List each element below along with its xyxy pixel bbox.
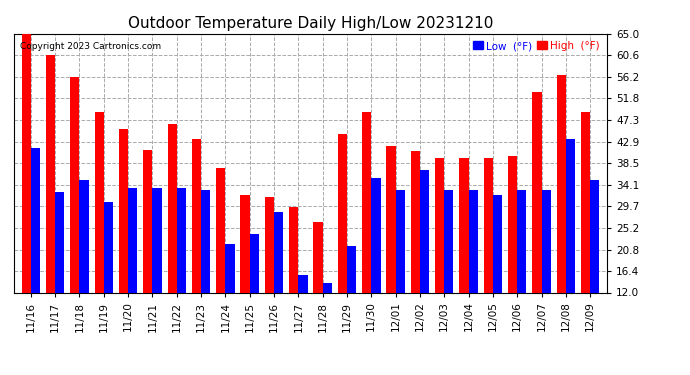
Bar — [435, 158, 444, 292]
Bar — [532, 92, 542, 292]
Bar — [347, 246, 356, 292]
Bar — [581, 112, 590, 292]
Bar — [128, 188, 137, 292]
Bar — [323, 283, 332, 292]
Bar — [298, 275, 308, 292]
Bar — [420, 171, 429, 292]
Bar — [46, 55, 55, 292]
Bar — [274, 212, 284, 292]
Bar — [201, 190, 210, 292]
Text: Copyright 2023 Cartronics.com: Copyright 2023 Cartronics.com — [20, 42, 161, 51]
Bar — [31, 148, 40, 292]
Bar — [177, 188, 186, 292]
Bar — [226, 244, 235, 292]
Bar — [566, 139, 575, 292]
Bar — [386, 146, 395, 292]
Bar — [70, 77, 79, 292]
Bar — [362, 112, 371, 292]
Bar — [79, 180, 89, 292]
Title: Outdoor Temperature Daily High/Low 20231210: Outdoor Temperature Daily High/Low 20231… — [128, 16, 493, 31]
Bar — [21, 34, 31, 292]
Bar — [460, 158, 469, 292]
Bar — [313, 222, 323, 292]
Bar — [371, 178, 381, 292]
Bar — [444, 190, 453, 292]
Bar — [590, 180, 600, 292]
Bar — [240, 195, 250, 292]
Bar — [411, 151, 420, 292]
Bar — [493, 195, 502, 292]
Bar — [250, 234, 259, 292]
Bar — [168, 124, 177, 292]
Bar — [192, 139, 201, 292]
Bar — [265, 197, 274, 292]
Bar — [557, 75, 566, 292]
Bar — [216, 168, 226, 292]
Bar — [55, 192, 64, 292]
Bar — [289, 207, 298, 292]
Bar — [337, 134, 347, 292]
Bar — [518, 190, 526, 292]
Bar — [119, 129, 128, 292]
Bar — [144, 150, 152, 292]
Bar — [95, 112, 103, 292]
Bar — [104, 202, 113, 292]
Bar — [395, 190, 405, 292]
Bar — [484, 158, 493, 292]
Bar — [542, 190, 551, 292]
Bar — [508, 156, 518, 292]
Bar — [469, 190, 477, 292]
Bar — [152, 188, 161, 292]
Legend: Low  (°F), High  (°F): Low (°F), High (°F) — [471, 39, 602, 53]
